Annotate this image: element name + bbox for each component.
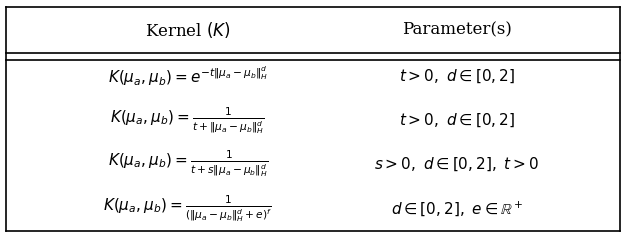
Text: $s > 0,\ d \in [0, 2],\ t > 0$: $s > 0,\ d \in [0, 2],\ t > 0$	[374, 155, 540, 173]
Text: $K(\mu_a, \mu_b) = \frac{1}{(\|\mu_a - \mu_b\|_H^d + e)^f}$: $K(\mu_a, \mu_b) = \frac{1}{(\|\mu_a - \…	[103, 194, 272, 224]
Text: $d \in [0, 2],\ e \in \mathbb{R}^+$: $d \in [0, 2],\ e \in \mathbb{R}^+$	[391, 199, 523, 218]
Text: Parameter(s): Parameter(s)	[402, 21, 512, 38]
Text: Kernel $(K)$: Kernel $(K)$	[145, 20, 231, 39]
Text: $K(\mu_a, \mu_b) = \frac{1}{t + s\|\mu_a - \mu_b\|_H^d}$: $K(\mu_a, \mu_b) = \frac{1}{t + s\|\mu_a…	[108, 149, 268, 179]
Text: $K(\mu_a, \mu_b) = \frac{1}{t + \|\mu_a - \mu_b\|_H^d}$: $K(\mu_a, \mu_b) = \frac{1}{t + \|\mu_a …	[110, 105, 265, 136]
Text: $K(\mu_a, \mu_b) = e^{-t\|\mu_a - \mu_b\|_H^d}$: $K(\mu_a, \mu_b) = e^{-t\|\mu_a - \mu_b\…	[108, 65, 268, 88]
Text: $t > 0,\ d \in [0, 2]$: $t > 0,\ d \in [0, 2]$	[399, 112, 515, 129]
Text: $t > 0,\ d \in [0, 2]$: $t > 0,\ d \in [0, 2]$	[399, 68, 515, 85]
